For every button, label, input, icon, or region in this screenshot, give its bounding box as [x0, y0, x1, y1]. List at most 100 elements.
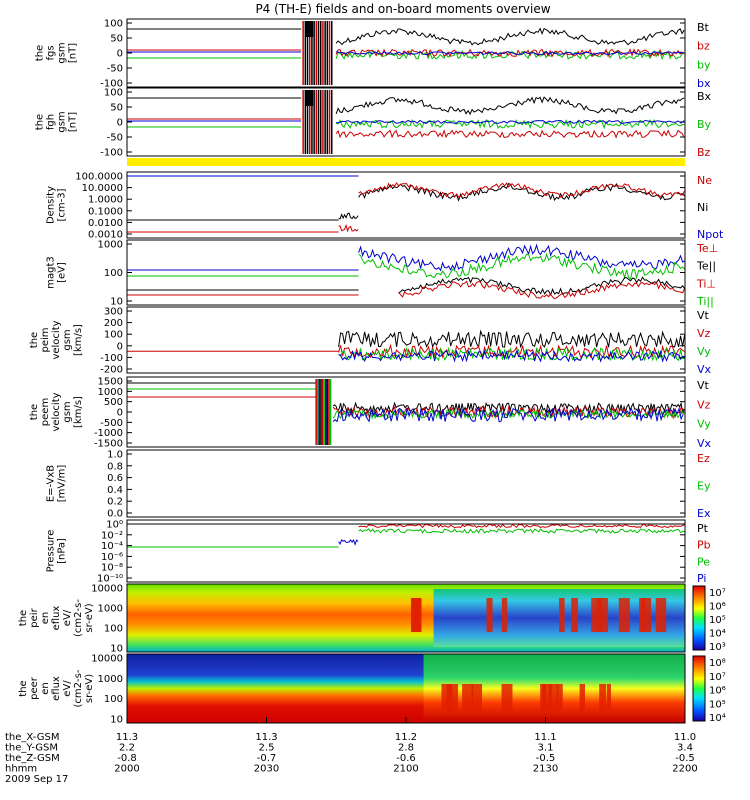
- ylabel-line: gsm: [62, 401, 73, 422]
- y-tick-label: 1000: [98, 674, 123, 685]
- figure-title: P4 (TH-E) fields and on-board moments ov…: [255, 2, 550, 16]
- y-tick-label: 1000: [98, 240, 123, 251]
- y-tick-label: 10⁻¹⁰: [97, 574, 123, 585]
- panel-frame: [126, 306, 686, 374]
- colorbar-label: 10⁸: [709, 658, 726, 669]
- y-tick-label: 0: [117, 49, 123, 60]
- ylabel-line: [cm-3]: [57, 188, 68, 221]
- colorbar-label: 10⁴: [709, 713, 726, 724]
- colorbar: [692, 655, 706, 722]
- ylabel-line: sr-eV): [84, 603, 95, 632]
- legend-entry: Vz: [697, 327, 711, 340]
- x-row-value: 11.3: [255, 732, 277, 743]
- panel-ylabel: magt3[eV]: [46, 256, 68, 289]
- ylabel-line: the: [18, 610, 29, 626]
- trace-bz: [335, 129, 685, 139]
- legend-entry: Te⊥: [696, 242, 718, 255]
- y-tick-label: 10000: [91, 654, 123, 665]
- y-tick-label: 0.0: [107, 509, 123, 520]
- colorbar: [692, 585, 706, 651]
- trace: [338, 329, 686, 349]
- y-tick-label: 0.8: [107, 461, 123, 472]
- y-tick-label: 1.0: [107, 450, 123, 461]
- legend-entry: Vt: [697, 309, 710, 322]
- ylabel-line: [eV]: [57, 262, 68, 283]
- x-row-value: 11.0: [674, 732, 696, 743]
- legend-entry: Te||: [696, 260, 716, 273]
- spectrogram-burst: [571, 598, 579, 632]
- y-tick-label: 0: [117, 341, 123, 352]
- y-tick-label: 10.0000: [82, 183, 123, 194]
- legend-entry: By: [697, 118, 712, 131]
- y-tick-label: 1000: [98, 387, 123, 398]
- x-row-value: 11.3: [116, 732, 138, 743]
- y-tick-label: 0: [117, 118, 123, 129]
- panel-frame: [126, 171, 686, 239]
- y-tick-label: 100: [104, 694, 123, 705]
- legend-entry: Ey: [697, 480, 711, 493]
- spectrogram-burst: [548, 684, 559, 712]
- panel-ylabel: thefghgsm[nT]: [35, 111, 79, 132]
- panel-ylabel: thepeerenefluxeV/(cm2-s-sr-eV): [18, 669, 95, 707]
- legend-entry: Vy: [697, 418, 711, 431]
- panel-ylabel: Density[cm-3]: [46, 186, 68, 224]
- y-tick-label: -500: [100, 418, 123, 429]
- ylabel-line: gsm: [62, 329, 73, 350]
- ylabel-line: en: [40, 612, 51, 625]
- panel-efield: E=-VxB[mV/m] 1.00.80.60.40.20.0 Ez Ey Ex: [46, 449, 711, 520]
- legend-entry: Pe: [697, 555, 710, 568]
- panel-content: [127, 379, 685, 445]
- colorbar-label: 10⁷: [709, 588, 726, 599]
- trace: [358, 243, 685, 272]
- ylabel-line: peir: [29, 607, 40, 627]
- y-tick-label: 100: [104, 88, 123, 99]
- y-tick-label: 100: [104, 19, 123, 30]
- x-row-value: 3.1: [538, 743, 554, 754]
- legend-entry: Ez: [697, 452, 710, 465]
- x-row-value: -0.7: [257, 753, 277, 764]
- legend-entry: Vx: [697, 363, 712, 376]
- trace: [332, 406, 684, 423]
- spectrogram-burst: [655, 598, 667, 632]
- trace: [398, 276, 686, 297]
- trace-ni: [338, 212, 359, 220]
- trace-pi: [338, 539, 359, 546]
- ylabel-line: gsm: [57, 42, 68, 63]
- x-row-value: 11.1: [534, 732, 556, 743]
- y-tick-label: 0.4: [107, 485, 123, 496]
- ylabel-line: [nT]: [68, 112, 79, 132]
- ylabel-line: peim: [40, 327, 51, 352]
- spectrogram-burst: [541, 684, 547, 712]
- ylabel-line: eV/: [62, 609, 73, 626]
- y-tick-label: 0.2: [107, 497, 123, 508]
- x-row-label: the_Y-GSM: [5, 743, 58, 754]
- spectrogram-burst: [597, 598, 609, 632]
- spectrogram-burst: [446, 684, 458, 712]
- panel-fgh: thefghgsm[nT] 100 50 0 -50 -100 Bx By Bz: [35, 87, 712, 159]
- legend-entry: Ti⊥: [696, 277, 716, 290]
- panel-frame: [126, 376, 686, 448]
- spectrogram-burst: [618, 598, 630, 632]
- burst-block: [305, 90, 314, 106]
- legend-entry: Bx: [697, 90, 712, 103]
- legend-entry: by: [697, 58, 711, 71]
- y-tick-label: 200: [104, 318, 123, 329]
- y-tick-label: 100: [104, 330, 123, 341]
- legend-entry: Pb: [697, 539, 711, 552]
- ylabel-line: peer: [29, 676, 40, 700]
- spectrogram-burst: [501, 684, 513, 712]
- trace-bt: [335, 27, 685, 46]
- ylabel-line: [km/s]: [73, 324, 84, 356]
- ylabel-line: fgs: [46, 45, 57, 60]
- panel-content: [127, 175, 686, 233]
- colorbar-label: 10⁶: [709, 602, 726, 613]
- panel-frame: [126, 583, 686, 653]
- y-tick-label: -100: [100, 148, 123, 159]
- ylabel-line: sr-eV): [84, 674, 95, 703]
- y-tick-label: 100: [104, 624, 123, 635]
- trace-by: [336, 118, 685, 130]
- trace: [358, 252, 685, 280]
- trace-bz: [335, 48, 685, 58]
- legend-entry: Ex: [697, 507, 711, 520]
